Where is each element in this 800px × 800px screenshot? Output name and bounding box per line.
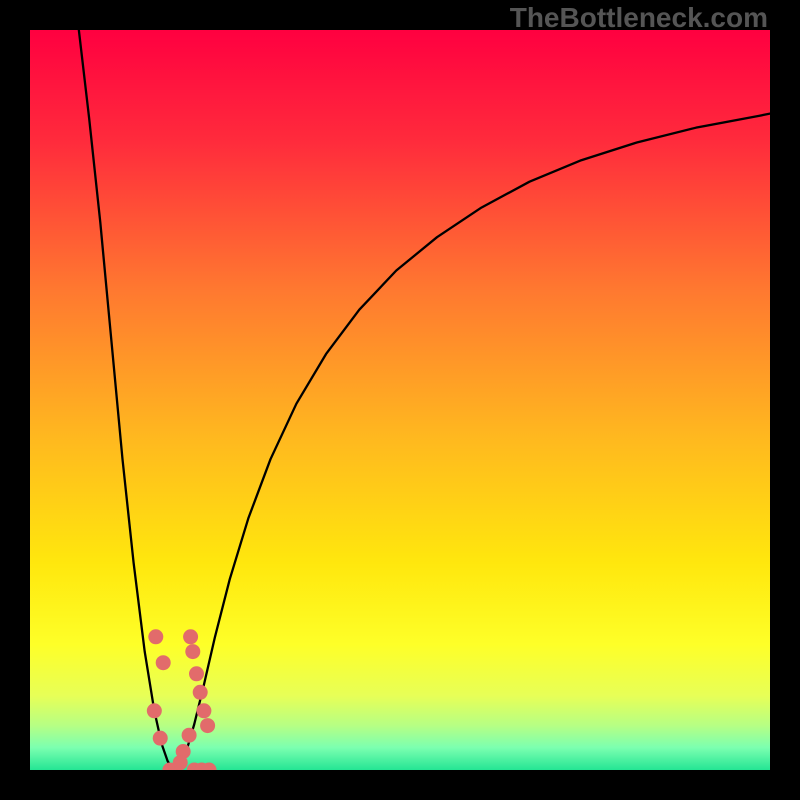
chart-frame: TheBottleneck.com <box>0 0 800 800</box>
plot-area <box>30 30 770 770</box>
chart-svg <box>30 30 770 770</box>
